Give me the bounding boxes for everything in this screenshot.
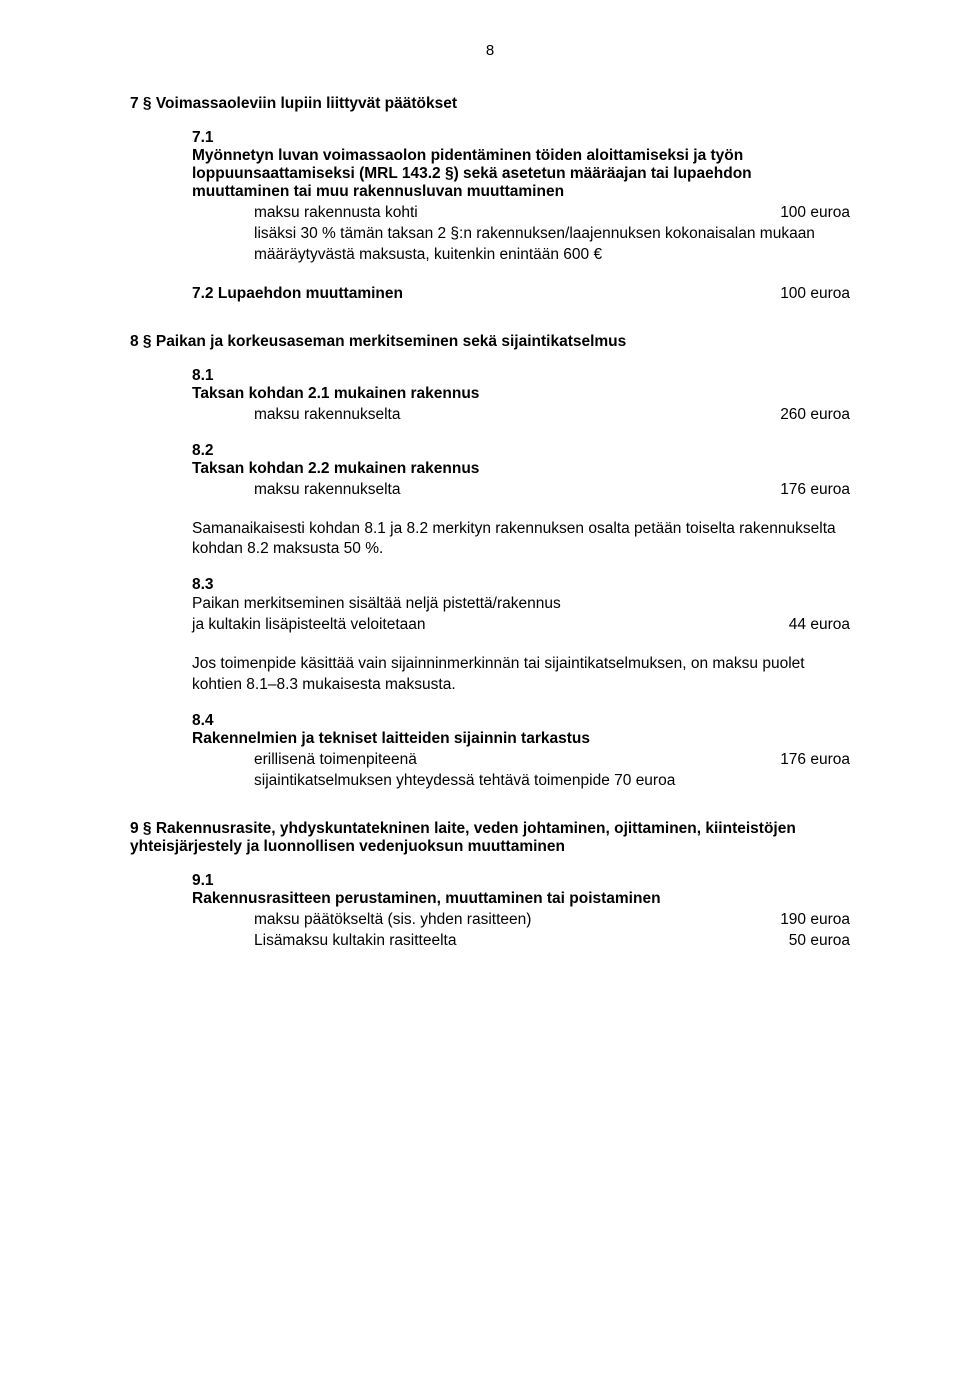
- section-8-1-heading: Taksan kohdan 2.1 mukainen rakennus: [192, 385, 850, 403]
- fee-label: maksu rakennukselta: [254, 405, 780, 426]
- section-8-heading: 8 § Paikan ja korkeusaseman merkitsemine…: [130, 333, 850, 351]
- section-7-2-value: 100 euroa: [780, 284, 850, 305]
- fee-label: erillisenä toimenpiteenä: [254, 750, 780, 771]
- fee-value: 260 euroa: [780, 405, 850, 426]
- fee-value: 176 euroa: [780, 480, 850, 501]
- fee-label: ja kultakin lisäpisteeltä veloitetaan: [192, 615, 789, 636]
- fee-label: Lisämaksu kultakin rasitteelta: [254, 931, 789, 952]
- document-page: 8 7 § Voimassaoleviin lupiin liittyvät p…: [0, 0, 960, 1397]
- section-8-1-fee-row: maksu rakennukselta 260 euroa: [254, 405, 850, 426]
- section-7-1-extra: lisäksi 30 % tämän taksan 2 §:n rakennuk…: [254, 224, 850, 266]
- section-7-2-label: 7.2 Lupaehdon muuttaminen: [192, 284, 780, 305]
- section-8-3-note: Jos toimenpide käsittää vain sijainninme…: [192, 654, 850, 696]
- section-7-1-number: 7.1: [192, 129, 850, 147]
- fee-value: 190 euroa: [780, 910, 850, 931]
- section-9-1-heading: Rakennusrasitteen perustaminen, muuttami…: [192, 890, 850, 908]
- section-8-4-fee-row-2: sijaintikatselmuksen yhteydessä tehtävä …: [254, 771, 850, 792]
- fee-value: 50 euroa: [789, 931, 850, 952]
- fee-value: 44 euroa: [789, 615, 850, 636]
- section-8-3-fee-row: ja kultakin lisäpisteeltä veloitetaan 44…: [192, 615, 850, 636]
- section-7-heading: 7 § Voimassaoleviin lupiin liittyvät pää…: [130, 95, 850, 113]
- section-9-1-fee-row-2: Lisämaksu kultakin rasitteelta 50 euroa: [254, 931, 850, 952]
- section-8-4-heading: Rakennelmien ja tekniset laitteiden sija…: [192, 730, 850, 748]
- section-8-both-note: Samanaikaisesti kohdan 8.1 ja 8.2 merkit…: [192, 519, 850, 561]
- fee-label: maksu päätökseltä (sis. yhden rasitteen): [254, 910, 780, 931]
- section-8-1-number: 8.1: [192, 367, 850, 385]
- section-8-2-fee-row: maksu rakennukselta 176 euroa: [254, 480, 850, 501]
- fee-value: 176 euroa: [780, 750, 850, 771]
- page-number: 8: [130, 42, 850, 59]
- section-8-4-number: 8.4: [192, 712, 850, 730]
- fee-label: maksu rakennusta kohti: [254, 203, 780, 224]
- section-8-2-heading: Taksan kohdan 2.2 mukainen rakennus: [192, 460, 850, 478]
- section-7-2-row: 7.2 Lupaehdon muuttaminen 100 euroa: [192, 284, 850, 305]
- section-7-1-fee-row: maksu rakennusta kohti 100 euroa: [254, 203, 850, 224]
- fee-value: 100 euroa: [780, 203, 850, 224]
- fee-label: maksu rakennukselta: [254, 480, 780, 501]
- section-7-1-heading: Myönnetyn luvan voimassaolon pidentämine…: [192, 147, 850, 201]
- section-9-1-fee-row-1: maksu päätökseltä (sis. yhden rasitteen)…: [254, 910, 850, 931]
- section-8-2-number: 8.2: [192, 442, 850, 460]
- section-8-4-fee-row-1: erillisenä toimenpiteenä 176 euroa: [254, 750, 850, 771]
- section-8-3-line1: Paikan merkitseminen sisältää neljä pist…: [192, 594, 850, 615]
- section-8-3-number: 8.3: [192, 576, 850, 594]
- section-9-1-number: 9.1: [192, 872, 850, 890]
- section-9-heading: 9 § Rakennusrasite, yhdyskuntatekninen l…: [130, 820, 850, 856]
